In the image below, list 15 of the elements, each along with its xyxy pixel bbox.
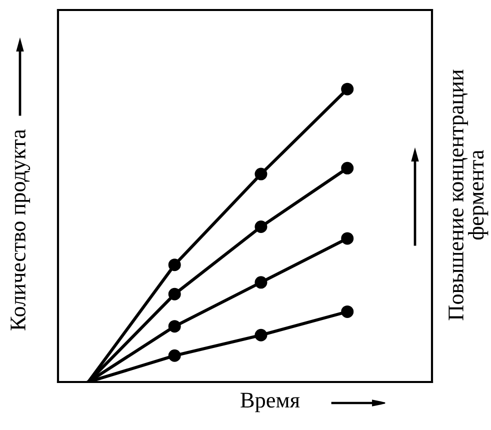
point: [341, 305, 354, 318]
point: [254, 276, 268, 289]
y-axis-title: Количество продукта: [10, 129, 30, 330]
point: [168, 320, 181, 333]
point: [254, 220, 268, 234]
point: [168, 288, 181, 300]
text: Повышение концентрации фермента: [448, 70, 488, 320]
point: [341, 162, 354, 174]
point: [168, 349, 181, 362]
point: [341, 232, 354, 245]
point: [254, 328, 268, 342]
point: [341, 82, 354, 96]
x-axis-title: Время: [240, 392, 300, 412]
point: [168, 258, 181, 272]
point: [254, 168, 268, 180]
